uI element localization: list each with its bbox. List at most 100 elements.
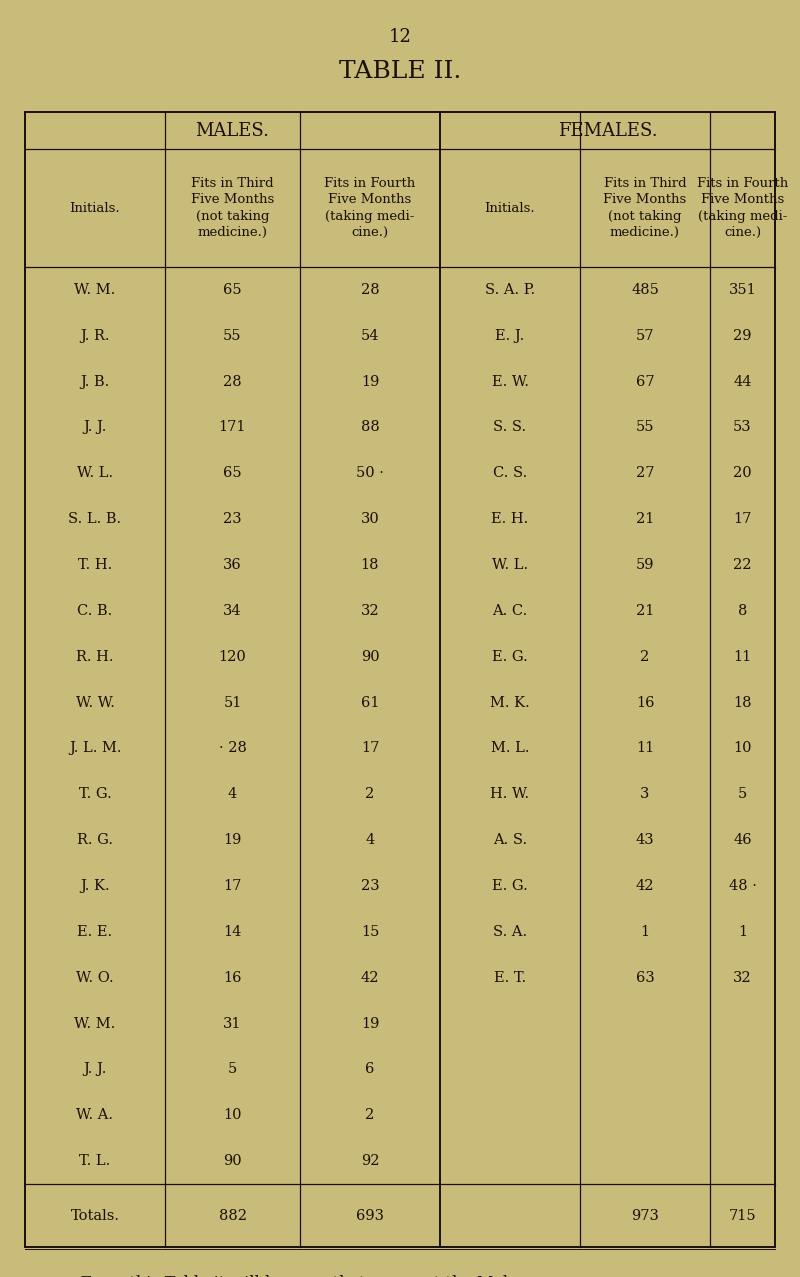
Text: TABLE II.: TABLE II. <box>339 60 461 83</box>
Text: W. M.: W. M. <box>74 1016 116 1031</box>
Text: 28: 28 <box>223 374 242 388</box>
Text: 67: 67 <box>636 374 654 388</box>
Text: J. R.: J. R. <box>80 328 110 342</box>
Text: 5: 5 <box>738 788 747 801</box>
Text: 15: 15 <box>361 925 379 939</box>
Text: 6: 6 <box>366 1062 374 1077</box>
Text: 171: 171 <box>218 420 246 434</box>
Text: 43: 43 <box>636 833 654 847</box>
Text: S. A. P.: S. A. P. <box>485 283 535 298</box>
Text: W. O.: W. O. <box>76 971 114 985</box>
Text: 18: 18 <box>361 558 379 572</box>
Text: S. S.: S. S. <box>494 420 526 434</box>
Text: 11: 11 <box>636 742 654 756</box>
Text: 18: 18 <box>734 696 752 710</box>
Text: 14: 14 <box>223 925 242 939</box>
Text: MALES.: MALES. <box>195 121 270 139</box>
Text: 29: 29 <box>734 328 752 342</box>
Text: From this Table it will be seen that amongst the Males: From this Table it will be seen that amo… <box>60 1274 526 1277</box>
Text: 20: 20 <box>733 466 752 480</box>
Text: 17: 17 <box>734 512 752 526</box>
Text: 17: 17 <box>361 742 379 756</box>
Text: 12: 12 <box>389 28 411 46</box>
Text: 53: 53 <box>733 420 752 434</box>
Text: 32: 32 <box>361 604 379 618</box>
Text: Initials.: Initials. <box>485 202 535 215</box>
Text: 19: 19 <box>361 1016 379 1031</box>
Text: 22: 22 <box>734 558 752 572</box>
Text: 19: 19 <box>223 833 242 847</box>
Text: 485: 485 <box>631 283 659 298</box>
Text: 90: 90 <box>223 1154 242 1168</box>
Text: 2: 2 <box>366 1108 374 1122</box>
Text: 5: 5 <box>228 1062 237 1077</box>
Text: 4: 4 <box>366 833 374 847</box>
Text: 3: 3 <box>640 788 650 801</box>
Text: 50 ·: 50 · <box>356 466 384 480</box>
Text: 973: 973 <box>631 1208 659 1222</box>
Text: 44: 44 <box>734 374 752 388</box>
Text: 46: 46 <box>733 833 752 847</box>
Text: C. B.: C. B. <box>78 604 113 618</box>
Text: C. S.: C. S. <box>493 466 527 480</box>
Text: Initials.: Initials. <box>70 202 120 215</box>
Text: E. J.: E. J. <box>495 328 525 342</box>
Text: E. E.: E. E. <box>78 925 113 939</box>
Text: E. G.: E. G. <box>492 650 528 664</box>
Text: FEMALES.: FEMALES. <box>558 121 658 139</box>
Text: 351: 351 <box>729 283 756 298</box>
Text: 10: 10 <box>223 1108 242 1122</box>
Text: A. C.: A. C. <box>492 604 528 618</box>
Text: 17: 17 <box>223 879 242 893</box>
Text: J. L. M.: J. L. M. <box>69 742 122 756</box>
Text: 1: 1 <box>738 925 747 939</box>
Text: 16: 16 <box>223 971 242 985</box>
Text: 2: 2 <box>366 788 374 801</box>
Text: 21: 21 <box>636 512 654 526</box>
Text: W. A.: W. A. <box>77 1108 114 1122</box>
Text: 57: 57 <box>636 328 654 342</box>
Text: R. G.: R. G. <box>77 833 113 847</box>
Text: E. G.: E. G. <box>492 879 528 893</box>
Text: J. J.: J. J. <box>83 1062 106 1077</box>
Text: 42: 42 <box>361 971 379 985</box>
Text: W. L.: W. L. <box>492 558 528 572</box>
Text: E. H.: E. H. <box>491 512 529 526</box>
Text: 30: 30 <box>361 512 379 526</box>
Text: 8: 8 <box>738 604 747 618</box>
Text: 65: 65 <box>223 283 242 298</box>
Text: 34: 34 <box>223 604 242 618</box>
Text: 19: 19 <box>361 374 379 388</box>
Text: R. H.: R. H. <box>76 650 114 664</box>
Text: 51: 51 <box>223 696 242 710</box>
Text: 92: 92 <box>361 1154 379 1168</box>
Text: 120: 120 <box>218 650 246 664</box>
Text: 31: 31 <box>223 1016 242 1031</box>
Text: 42: 42 <box>636 879 654 893</box>
Text: 55: 55 <box>223 328 242 342</box>
Text: 63: 63 <box>636 971 654 985</box>
Text: M. L.: M. L. <box>490 742 530 756</box>
Text: Totals.: Totals. <box>70 1208 119 1222</box>
Text: 4: 4 <box>228 788 237 801</box>
Text: 90: 90 <box>361 650 379 664</box>
Text: 65: 65 <box>223 466 242 480</box>
Text: J. J.: J. J. <box>83 420 106 434</box>
Text: T. H.: T. H. <box>78 558 112 572</box>
Text: 54: 54 <box>361 328 379 342</box>
Text: 693: 693 <box>356 1208 384 1222</box>
Text: W. W.: W. W. <box>75 696 114 710</box>
Text: 28: 28 <box>361 283 379 298</box>
Text: A. S.: A. S. <box>493 833 527 847</box>
Text: 882: 882 <box>218 1208 246 1222</box>
Text: J. B.: J. B. <box>80 374 110 388</box>
Text: 10: 10 <box>734 742 752 756</box>
Text: E. T.: E. T. <box>494 971 526 985</box>
Text: 1: 1 <box>641 925 650 939</box>
Text: 32: 32 <box>733 971 752 985</box>
Text: · 28: · 28 <box>218 742 246 756</box>
Text: S. A.: S. A. <box>493 925 527 939</box>
Text: T. L.: T. L. <box>79 1154 110 1168</box>
Text: T. G.: T. G. <box>78 788 111 801</box>
Text: Fits in Third
Five Months
(not taking
medicine.): Fits in Third Five Months (not taking me… <box>603 176 686 239</box>
